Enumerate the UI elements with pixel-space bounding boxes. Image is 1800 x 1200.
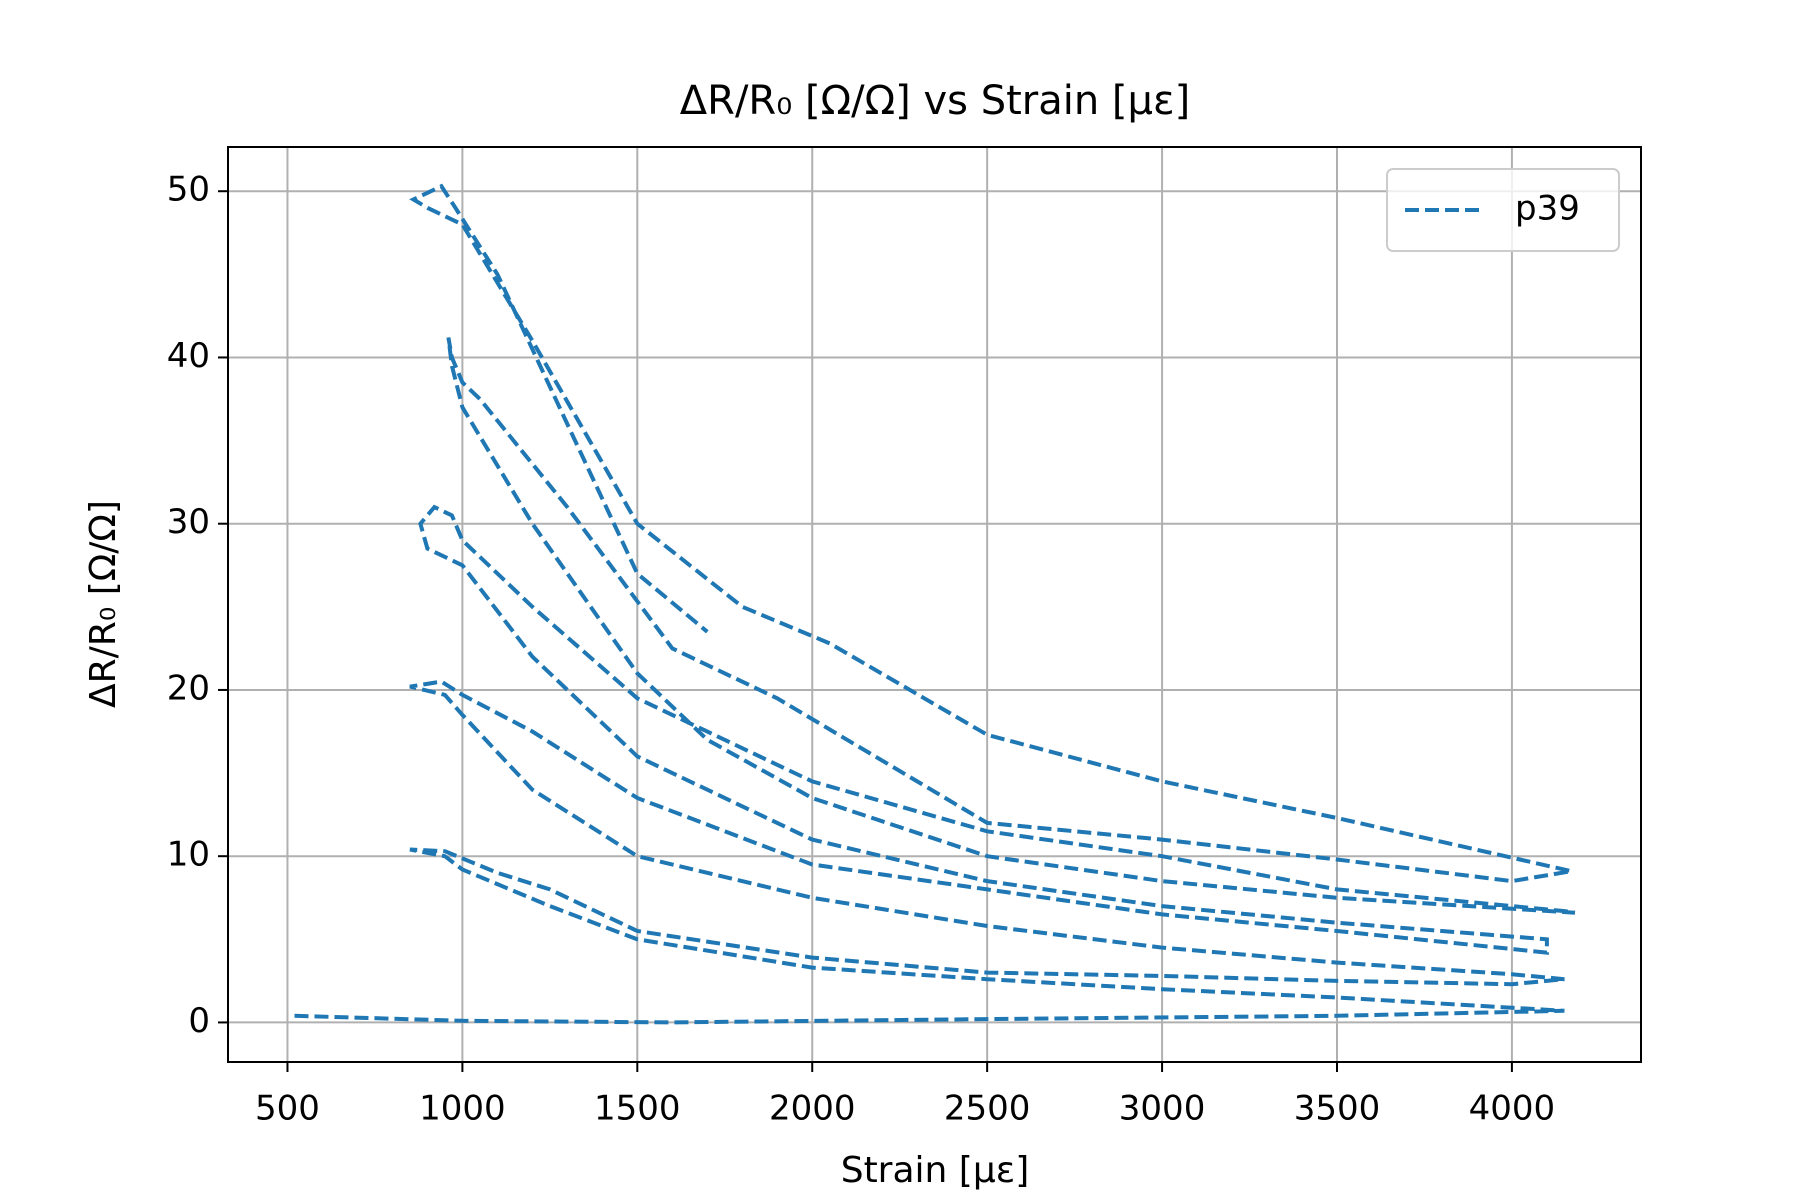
y-tick-label: 0 — [188, 1001, 210, 1041]
y-tick-label: 50 — [167, 170, 210, 210]
chart-title: ΔR/R₀ [Ω/Ω] vs Strain [με] — [680, 78, 1190, 124]
legend-label: p39 — [1515, 189, 1580, 229]
x-tick-label: 2500 — [944, 1089, 1031, 1129]
x-tick-label: 1000 — [419, 1089, 506, 1129]
x-tick-label: 3000 — [1119, 1089, 1206, 1129]
x-tick-label: 500 — [255, 1089, 320, 1129]
x-tick-label: 4000 — [1469, 1089, 1556, 1129]
y-tick-label: 40 — [167, 336, 210, 376]
y-axis-label: ΔR/R₀ [Ω/Ω] — [83, 500, 124, 708]
x-axis-label: Strain [με] — [841, 1150, 1030, 1191]
y-tick-label: 10 — [167, 835, 210, 875]
x-tick-label: 3500 — [1294, 1089, 1381, 1129]
x-tick-label: 2000 — [769, 1089, 856, 1129]
y-tick-label: 30 — [167, 502, 210, 542]
y-tick-label: 20 — [167, 668, 210, 708]
data-line — [294, 183, 1576, 1025]
x-tick-label: 1500 — [594, 1089, 681, 1129]
legend-box — [1386, 168, 1620, 252]
plot-frame — [227, 146, 1642, 1063]
